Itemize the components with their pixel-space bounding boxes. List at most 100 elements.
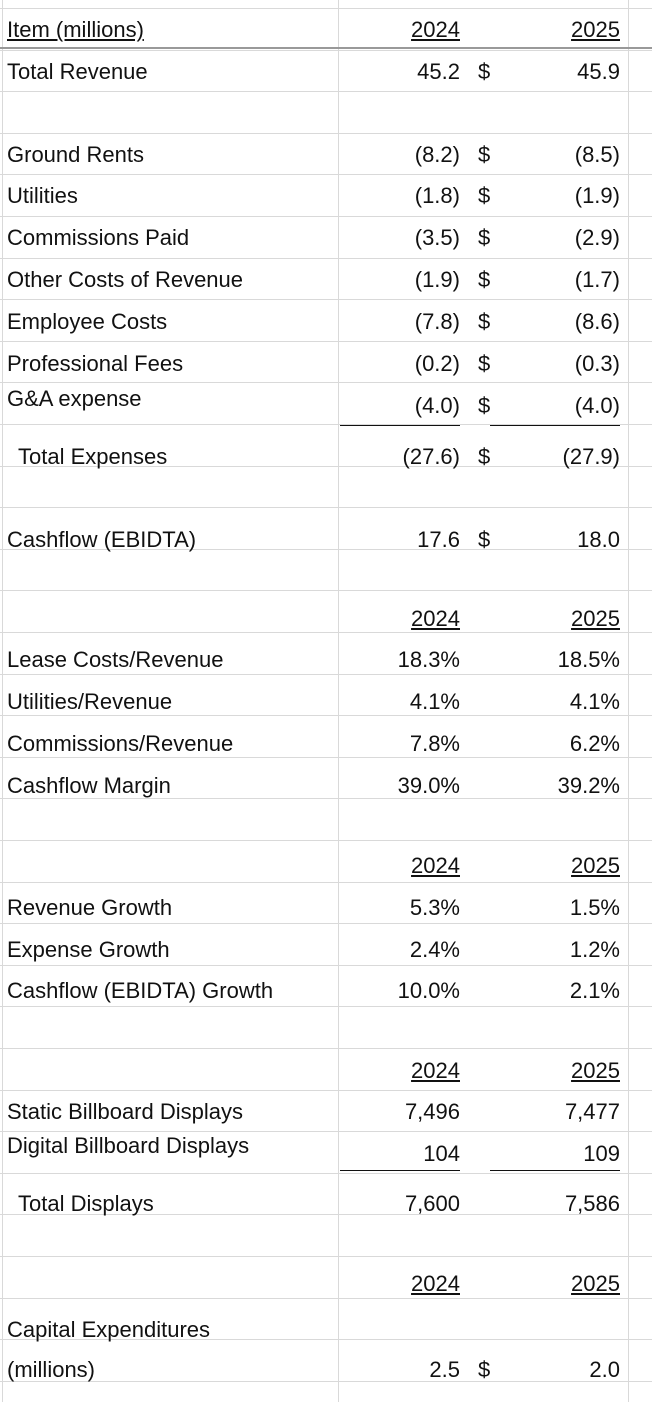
value-2025: 1.5% [569, 895, 620, 920]
row-label: Commissions Paid [7, 225, 190, 250]
value-2025: (0.3) [574, 351, 620, 376]
value-2024: (7.8) [414, 309, 460, 334]
grid-line [0, 341, 652, 342]
row-label: Cashflow Margin [7, 773, 171, 798]
value-2025: 2.0 [589, 1357, 620, 1382]
row-label: Total Expenses [18, 444, 168, 469]
currency-symbol: $ [478, 183, 491, 208]
row-label: Utilities [7, 183, 78, 208]
value-2024: 104 [423, 1141, 460, 1166]
total-rule [340, 1170, 460, 1171]
grid-line [0, 424, 652, 425]
grid-line [0, 216, 652, 217]
grid-line [0, 466, 652, 467]
grid-line [0, 798, 652, 799]
column-header: 2025 [571, 853, 620, 878]
grid-line [0, 1090, 652, 1091]
row-label: Total Displays [18, 1191, 154, 1216]
row-label: Total Revenue [7, 59, 148, 84]
row-label: Revenue Growth [7, 895, 173, 920]
value-2025: (8.5) [574, 142, 620, 167]
row-label: Digital Billboard Displays [7, 1133, 250, 1158]
grid-line [2, 0, 3, 1402]
grid-line [0, 757, 652, 758]
value-2025: (27.9) [562, 444, 620, 469]
grid-line [0, 1214, 652, 1215]
row-label: Cashflow (EBIDTA) [7, 527, 197, 552]
value-2024: 18.3% [397, 647, 460, 672]
column-header: 2025 [571, 1058, 620, 1083]
row-label: Ground Rents [7, 142, 144, 167]
value-2024: 4.1% [409, 689, 460, 714]
grid-line [0, 1339, 652, 1340]
value-2024: 5.3% [409, 895, 460, 920]
value-2024: (4.0) [414, 393, 460, 418]
currency-symbol: $ [478, 309, 491, 334]
value-2024: 2.4% [409, 937, 460, 962]
grid-line [0, 50, 652, 51]
value-2025: 45.9 [577, 59, 620, 84]
grid-line [0, 1298, 652, 1299]
row-label: Cashflow (EBIDTA) Growth [7, 978, 274, 1003]
value-2025: 6.2% [569, 731, 620, 756]
grid-line [0, 1381, 652, 1382]
value-2024: 45.2 [417, 59, 460, 84]
row-label: Capital Expenditures (millions) [7, 1317, 211, 1382]
grid-line [0, 258, 652, 259]
value-2024: (8.2) [414, 142, 460, 167]
value-2025: (8.6) [574, 309, 620, 334]
column-header: 2025 [571, 606, 620, 631]
row-label: Other Costs of Revenue [7, 267, 244, 292]
grid-line [0, 91, 652, 92]
grid-line [0, 923, 652, 924]
column-header: 2025 [571, 1271, 620, 1296]
value-2025: 7,477 [564, 1099, 620, 1124]
grid-line [0, 715, 652, 716]
row-label: Lease Costs/Revenue [7, 647, 224, 672]
value-2024: (1.9) [414, 267, 460, 292]
currency-symbol: $ [478, 1357, 491, 1382]
value-2025: (1.7) [574, 267, 620, 292]
column-header: 2024 [411, 1058, 460, 1083]
value-2025: 2.1% [569, 978, 620, 1003]
row-label: Utilities/Revenue [7, 689, 173, 714]
grid-line [0, 8, 652, 9]
value-2025: 1.2% [569, 937, 620, 962]
value-2025: 7,586 [564, 1191, 620, 1216]
value-2025: 4.1% [569, 689, 620, 714]
column-header: 2024 [411, 17, 460, 42]
value-2024: 7.8% [409, 731, 460, 756]
currency-symbol: $ [478, 59, 491, 84]
grid-line [0, 1256, 652, 1257]
total-rule [340, 425, 460, 426]
row-label: Static Billboard Displays [7, 1099, 243, 1124]
value-2024: (1.8) [414, 183, 460, 208]
row-label: Commissions/Revenue [7, 731, 234, 756]
column-header: 2024 [411, 1271, 460, 1296]
total-rule [490, 1170, 620, 1171]
grid-line [0, 882, 652, 883]
value-2024: (0.2) [414, 351, 460, 376]
total-rule [490, 425, 620, 426]
currency-symbol: $ [478, 142, 491, 167]
grid-line [0, 382, 652, 383]
row-label: G&A expense [7, 386, 142, 411]
value-2024: 7,496 [404, 1099, 460, 1124]
grid-line [0, 549, 652, 550]
value-2024: 17.6 [417, 527, 460, 552]
row-label: Professional Fees [7, 351, 184, 376]
value-2024: (3.5) [414, 225, 460, 250]
value-2024: (27.6) [402, 444, 460, 469]
row-label: Employee Costs [7, 309, 168, 334]
grid-line [0, 507, 652, 508]
grid-line [0, 299, 652, 300]
value-2025: 109 [583, 1141, 620, 1166]
row-label: Expense Growth [7, 937, 170, 962]
grid-line [0, 965, 652, 966]
currency-symbol: $ [478, 393, 491, 418]
grid-line [0, 674, 652, 675]
value-2025: 18.0 [577, 527, 620, 552]
column-header: 2024 [411, 853, 460, 878]
column-header: Item (millions) [7, 17, 144, 42]
value-2024: 39.0% [397, 773, 460, 798]
